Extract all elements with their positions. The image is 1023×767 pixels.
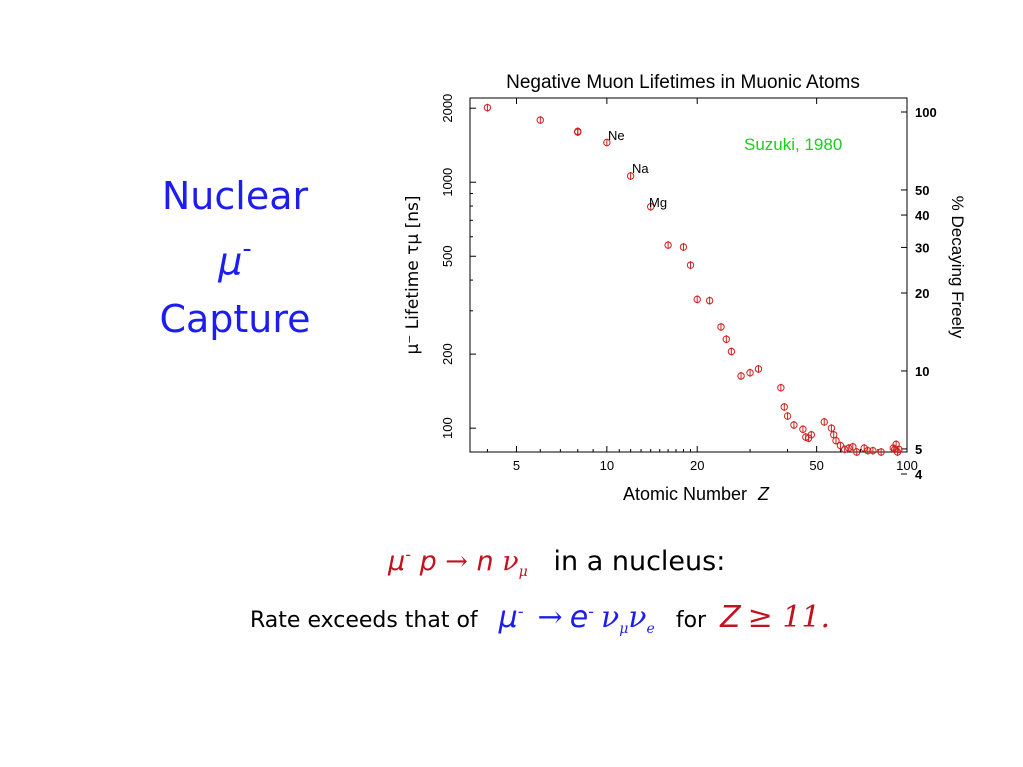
chart-title: Negative Muon Lifetimes in Muonic Atoms — [506, 72, 860, 93]
x-tick-label: 50 — [809, 458, 823, 473]
right-tick-label: 100 — [915, 105, 937, 120]
right-tick-label: 30 — [915, 240, 929, 255]
point-label-mg: Mg — [649, 195, 667, 210]
x-tick-label: 5 — [513, 458, 520, 473]
y-tick-label: 500 — [440, 245, 455, 267]
y-tick-label: 200 — [440, 343, 455, 365]
z-condition: ≥ 11. — [747, 600, 831, 635]
capture-reaction: μ- p → n νμ in a nucleus: — [388, 545, 725, 580]
annotation-suzuki: Suzuki, 1980 — [744, 135, 842, 154]
neutron: n — [476, 546, 494, 577]
y-tick-label: 1000 — [440, 168, 455, 197]
right-tick-label: 50 — [915, 183, 929, 198]
side-title-line3: Capture — [159, 296, 311, 341]
proton: p — [419, 546, 437, 577]
electron-neutrino: νe — [628, 600, 655, 637]
x-tick-label: 20 — [690, 458, 704, 473]
x-tick-label: 10 — [600, 458, 614, 473]
y-tick-label: 2000 — [440, 94, 455, 123]
point-label-na: Na — [632, 161, 649, 176]
x-axis-label-var: Z — [757, 484, 770, 504]
plot-frame — [469, 97, 908, 453]
y-axis-label: μ⁻ Lifetime τμ [ns] — [403, 196, 423, 355]
y-axis-label-right: % Decaying Freely — [948, 196, 967, 339]
side-title-line2: μ- — [150, 225, 320, 291]
mu-minus-decay: μ- — [498, 600, 524, 635]
y-tick-label: 100 — [440, 417, 455, 439]
side-title: Nuclear μ- Capture — [150, 168, 320, 348]
data-points — [483, 103, 903, 456]
for-word: for — [675, 608, 707, 633]
side-title-line1: Nuclear — [161, 174, 309, 218]
right-tick-label: 10 — [915, 364, 929, 379]
decay-comparison: Rate exceeds that of μ- → e- νμνe for Z … — [250, 600, 830, 637]
x-axis-label: Atomic Number Z — [623, 484, 770, 504]
muon-neutrino: νμ — [600, 600, 629, 637]
x-tick-label: 100 — [896, 458, 918, 473]
mu-minus: μ- — [388, 545, 411, 577]
axis-ticks: 5 10 20 50 100 100 200 500 1000 2000 100 50 40 30 20 10… — [440, 94, 937, 482]
z-symbol: Z — [720, 600, 741, 635]
electron: e- — [569, 600, 594, 635]
mu-superscript: - — [242, 234, 252, 264]
arrow: → — [445, 546, 468, 577]
right-tick-label: 40 — [915, 208, 929, 223]
point-label-ne: Ne — [608, 128, 625, 143]
formula1-tail: in a nucleus: — [553, 546, 726, 577]
mu-symbol: μ — [218, 239, 243, 284]
x-axis-label-text: Atomic Number — [623, 484, 747, 504]
neutrino: νμ — [502, 546, 528, 580]
right-tick-label: 4 — [915, 467, 923, 482]
decay-arrow: → — [537, 600, 563, 635]
right-tick-label: 5 — [915, 442, 922, 457]
muon-lifetime-chart: Negative Muon Lifetimes in Muonic Atoms … — [403, 72, 967, 504]
right-tick-label: 20 — [915, 286, 929, 301]
formula2-prefix: Rate exceeds that of — [250, 608, 478, 633]
